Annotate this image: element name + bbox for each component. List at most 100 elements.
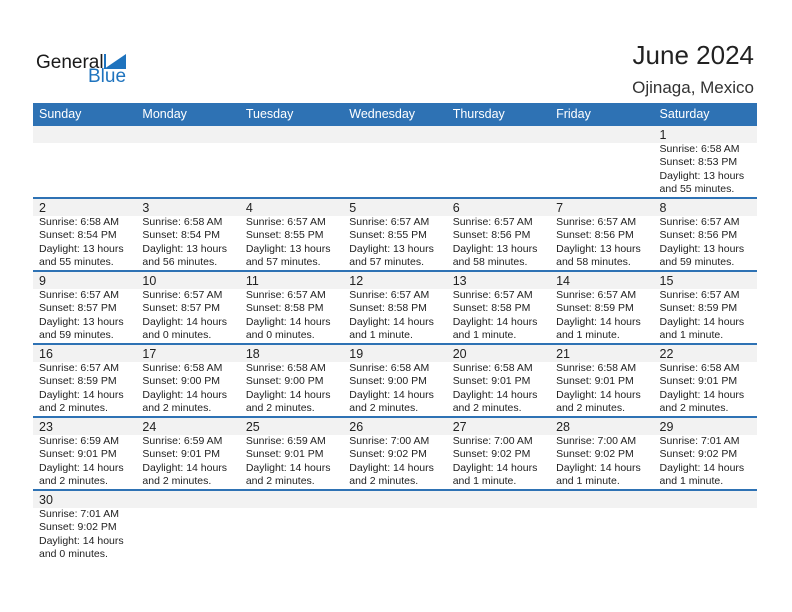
day-number: 2 bbox=[39, 201, 46, 215]
daylight-text: Daylight: 14 hours bbox=[142, 461, 228, 474]
day-cell: 12 Sunrise: 6:57 AM Sunset: 8:58 PM Dayligh… bbox=[343, 272, 446, 343]
sunset-text: Sunset: 8:54 PM bbox=[142, 229, 221, 242]
sunset-text: Sunset: 9:02 PM bbox=[556, 448, 634, 461]
sunset-text: Sunset: 8:58 PM bbox=[349, 302, 427, 315]
location: Ojinaga, Mexico bbox=[632, 78, 754, 97]
weekday-thursday: Thursday bbox=[452, 107, 505, 121]
sunrise-text: Sunrise: 6:57 AM bbox=[659, 289, 740, 301]
day-cell: 7 Sunrise: 6:57 AM Sunset: 8:56 PM Daylight… bbox=[550, 199, 653, 270]
day-number: 17 bbox=[142, 347, 157, 361]
sunset-text: Sunset: 8:54 PM bbox=[39, 229, 117, 242]
day-cell: 5 Sunrise: 6:57 AM Sunset: 8:55 PM Daylight… bbox=[343, 199, 446, 270]
week-row: 9 Sunrise: 6:57 AM Sunset: 8:57 PM Daylight… bbox=[33, 272, 757, 345]
day-number: 11 bbox=[245, 274, 259, 288]
day-number: 13 bbox=[452, 274, 467, 288]
empty-cell bbox=[343, 126, 446, 197]
empty-cell bbox=[550, 491, 653, 562]
sunrise-text: Sunrise: 6:57 AM bbox=[142, 289, 223, 301]
day-number: 29 bbox=[659, 420, 674, 434]
sunrise-text: Sunrise: 6:59 AM bbox=[142, 435, 223, 447]
daylight-minutes-text: and 1 minute. bbox=[452, 475, 517, 488]
daylight-text: Daylight: 14 hours bbox=[142, 388, 228, 401]
sunrise-text: Sunrise: 6:58 AM bbox=[142, 216, 223, 228]
empty-cell bbox=[447, 126, 550, 197]
week-row: 1 Sunrise: 6:58 AM Sunset: 8:53 PM Daylight… bbox=[33, 126, 757, 199]
daylight-text: Daylight: 14 hours bbox=[245, 315, 331, 328]
day-cell: 20 Sunrise: 6:58 AM Sunset: 9:01 PM Dayligh… bbox=[447, 345, 550, 416]
sunset-text: Sunset: 9:00 PM bbox=[245, 375, 324, 388]
day-number: 15 bbox=[659, 274, 674, 288]
sunset-text: Sunset: 9:00 PM bbox=[142, 375, 221, 388]
day-cell: 15 Sunrise: 6:57 AM Sunset: 8:59 PM Dayligh… bbox=[654, 272, 757, 343]
empty-cell bbox=[240, 491, 343, 562]
day-number: 20 bbox=[452, 347, 467, 361]
day-cell: 13 Sunrise: 6:57 AM Sunset: 8:58 PM Dayligh… bbox=[447, 272, 550, 343]
daylight-minutes-text: and 55 minutes. bbox=[39, 256, 114, 269]
day-cell: 18 Sunrise: 6:58 AM Sunset: 9:00 PM Dayligh… bbox=[240, 345, 343, 416]
daylight-minutes-text: and 2 minutes. bbox=[39, 475, 108, 488]
sunrise-text: Sunrise: 7:00 AM bbox=[452, 435, 533, 447]
daylight-text: Daylight: 14 hours bbox=[452, 388, 538, 401]
daylight-text: Daylight: 14 hours bbox=[245, 388, 331, 401]
page-title: June 2024 bbox=[632, 40, 754, 70]
daylight-minutes-text: and 58 minutes. bbox=[452, 256, 528, 269]
daylight-text: Daylight: 14 hours bbox=[349, 388, 434, 401]
day-number: 4 bbox=[245, 201, 253, 215]
day-number: 5 bbox=[349, 201, 357, 215]
day-cell: 26 Sunrise: 7:00 AM Sunset: 9:02 PM Dayligh… bbox=[343, 418, 446, 489]
day-number: 8 bbox=[659, 201, 667, 215]
sunset-text: Sunset: 9:01 PM bbox=[452, 375, 531, 388]
day-cell: 28 Sunrise: 7:00 AM Sunset: 9:02 PM Dayligh… bbox=[550, 418, 653, 489]
sunset-text: Sunset: 9:02 PM bbox=[452, 448, 531, 461]
daylight-text: Daylight: 13 hours bbox=[556, 242, 641, 255]
sunset-text: Sunset: 9:02 PM bbox=[659, 448, 738, 461]
daylight-text: Daylight: 14 hours bbox=[556, 315, 641, 328]
daylight-minutes-text: and 56 minutes. bbox=[142, 256, 218, 269]
daylight-text: Daylight: 14 hours bbox=[39, 461, 124, 474]
general-blue-logo: General Blue bbox=[36, 52, 131, 88]
daylight-text: Daylight: 14 hours bbox=[142, 315, 228, 328]
logo-text-general: General bbox=[36, 52, 104, 73]
daylight-minutes-text: and 55 minutes. bbox=[659, 183, 735, 196]
daylight-minutes-text: and 57 minutes. bbox=[245, 256, 321, 269]
day-cell: 17 Sunrise: 6:58 AM Sunset: 9:00 PM Dayligh… bbox=[136, 345, 239, 416]
day-number: 25 bbox=[245, 420, 260, 434]
sunrise-text: Sunrise: 6:58 AM bbox=[659, 362, 740, 374]
sunset-text: Sunset: 8:59 PM bbox=[39, 375, 117, 388]
sunset-text: Sunset: 9:01 PM bbox=[556, 375, 634, 388]
sunrise-text: Sunrise: 6:57 AM bbox=[245, 216, 326, 228]
day-cell: 10 Sunrise: 6:57 AM Sunset: 8:57 PM Dayligh… bbox=[136, 272, 239, 343]
daylight-text: Daylight: 13 hours bbox=[659, 242, 745, 255]
sunrise-text: Sunrise: 6:58 AM bbox=[556, 362, 637, 374]
sunset-text: Sunset: 9:00 PM bbox=[349, 375, 427, 388]
week-row: 16 Sunrise: 6:57 AM Sunset: 8:59 PM Dayligh… bbox=[33, 345, 757, 418]
day-cell: 14 Sunrise: 6:57 AM Sunset: 8:59 PM Dayligh… bbox=[550, 272, 653, 343]
day-number: 30 bbox=[39, 493, 53, 507]
sunrise-text: Sunrise: 7:01 AM bbox=[39, 508, 119, 520]
day-number: 26 bbox=[349, 420, 364, 434]
day-number: 3 bbox=[142, 201, 150, 215]
daylight-minutes-text: and 59 minutes. bbox=[39, 329, 114, 342]
day-cell: 24 Sunrise: 6:59 AM Sunset: 9:01 PM Dayligh… bbox=[136, 418, 239, 489]
day-cell: 8 Sunrise: 6:57 AM Sunset: 8:56 PM Daylight… bbox=[654, 199, 757, 270]
daylight-minutes-text: and 1 minute. bbox=[452, 329, 517, 342]
day-cell: 22 Sunrise: 6:58 AM Sunset: 9:01 PM Dayligh… bbox=[654, 345, 757, 416]
empty-cell bbox=[447, 491, 550, 562]
daylight-minutes-text: and 58 minutes. bbox=[556, 256, 631, 269]
sunset-text: Sunset: 8:57 PM bbox=[39, 302, 117, 315]
day-cell: 11 Sunrise: 6:57 AM Sunset: 8:58 PM Dayligh… bbox=[240, 272, 343, 343]
daylight-minutes-text: and 1 minute. bbox=[349, 329, 413, 342]
daylight-text: Daylight: 14 hours bbox=[452, 315, 538, 328]
sunrise-text: Sunrise: 6:57 AM bbox=[659, 216, 740, 228]
weekday-header: Sunday Monday Tuesday Wednesday Thursday Frid… bbox=[33, 103, 757, 126]
sunrise-text: Sunrise: 6:58 AM bbox=[659, 143, 740, 155]
daylight-minutes-text: and 2 minutes. bbox=[142, 475, 212, 488]
day-cell: 27 Sunrise: 7:00 AM Sunset: 9:02 PM Dayligh… bbox=[447, 418, 550, 489]
day-cell: 9 Sunrise: 6:57 AM Sunset: 8:57 PM Daylight… bbox=[33, 272, 136, 343]
daylight-minutes-text: and 2 minutes. bbox=[349, 475, 419, 488]
empty-cell bbox=[33, 126, 136, 197]
sunset-text: Sunset: 9:02 PM bbox=[39, 521, 117, 534]
sunrise-text: Sunrise: 6:57 AM bbox=[349, 216, 430, 228]
weekday-monday: Monday bbox=[142, 107, 187, 121]
daylight-minutes-text: and 59 minutes. bbox=[659, 256, 735, 269]
